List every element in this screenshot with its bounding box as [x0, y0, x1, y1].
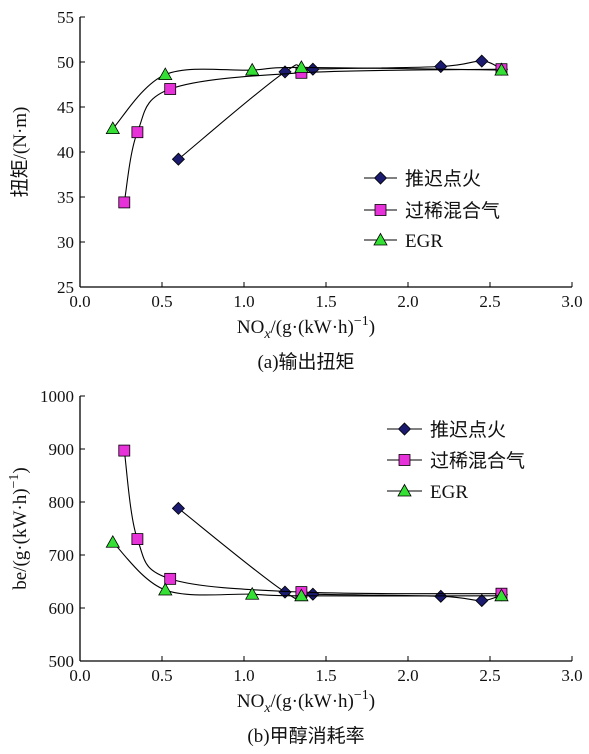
- series-line: [178, 60, 502, 160]
- legend-marker: [397, 483, 412, 497]
- data-point: [294, 60, 309, 73]
- legend-marker: [398, 454, 411, 466]
- y-tick-label: 55: [57, 8, 74, 27]
- legend-label: 推迟点火: [430, 419, 506, 441]
- data-point: [131, 126, 144, 139]
- x-tick-label: 0.0: [69, 666, 90, 685]
- x-axis-label: NOx/(g·(kW·h)−1): [237, 688, 375, 716]
- figure-caption: (b)甲醇消耗率: [247, 725, 364, 747]
- series-diamond: [171, 501, 509, 608]
- x-tick-label: 0.5: [151, 666, 172, 685]
- data-point: [245, 586, 260, 600]
- data-point: [171, 152, 185, 166]
- legend-marker: [373, 232, 388, 246]
- legend-marker: [374, 204, 387, 216]
- x-tick-label: 1.0: [233, 666, 254, 685]
- legend-marker: [397, 422, 412, 436]
- legend-label: EGR: [430, 482, 468, 503]
- series-triangle: [105, 534, 509, 602]
- data-point: [118, 196, 131, 209]
- y-axis-label: 扭矩/(N·m): [9, 107, 31, 198]
- x-tick-label: 2.5: [479, 292, 500, 311]
- data-point: [105, 121, 120, 135]
- series-line: [112, 541, 502, 597]
- data-point: [164, 83, 177, 95]
- data-point: [278, 65, 292, 79]
- y-tick-label: 45: [57, 98, 74, 117]
- data-point: [306, 587, 320, 601]
- data-point: [306, 62, 320, 76]
- data-point: [105, 534, 120, 548]
- x-tick-label: 1.5: [315, 292, 336, 311]
- series-triangle: [105, 60, 509, 135]
- x-tick-label: 2.5: [479, 666, 500, 685]
- y-tick-label: 40: [57, 143, 74, 162]
- data-point: [245, 62, 260, 76]
- y-tick-label: 50: [57, 53, 74, 72]
- y-tick-label: 500: [49, 652, 75, 671]
- legend-label: 推迟点火: [405, 168, 481, 190]
- y-tick-label: 900: [49, 440, 75, 459]
- series-line: [123, 450, 502, 595]
- y-axis-label: be/(g·(kW·h)−1): [7, 467, 31, 590]
- figure-caption: (a)输出扭矩: [257, 351, 354, 373]
- x-tick-label: 1.0: [233, 292, 254, 311]
- y-tick-label: 800: [49, 493, 75, 512]
- data-point: [171, 501, 185, 515]
- x-tick-label: 0.0: [69, 292, 90, 311]
- legend-marker: [373, 171, 388, 185]
- legend-label: 过稀混合气: [405, 200, 500, 222]
- data-point: [494, 588, 509, 602]
- chart-panel-b: 0.0 0.5 1.0 1.5 2.0 2.5 3.0 500 600 700 800 900 1000…: [7, 387, 583, 747]
- y-tick-label: 700: [49, 546, 75, 565]
- y-tick-label: 30: [57, 233, 74, 252]
- legend-label: 过稀混合气: [430, 450, 525, 472]
- chart-panel-a: 0.0 0.5 1.0 1.5 2.0 2.5 3.0 25 30 35 40 45 50 55 NOx/(…: [9, 8, 583, 373]
- x-tick-label: 2.0: [397, 292, 418, 311]
- data-point: [164, 572, 177, 585]
- x-tick-label: 3.0: [561, 666, 582, 685]
- legend-label: EGR: [405, 231, 443, 252]
- series-line: [178, 507, 502, 602]
- y-tick-label: 600: [49, 599, 75, 618]
- x-tick-label: 0.5: [151, 292, 172, 311]
- data-point: [131, 533, 144, 545]
- data-point: [494, 62, 509, 76]
- y-tick-label: 1000: [40, 387, 74, 406]
- x-axis-label: NOx/(g·(kW·h)−1): [237, 314, 375, 342]
- data-point: [475, 54, 489, 68]
- x-tick-label: 3.0: [561, 292, 582, 311]
- data-point: [434, 59, 448, 74]
- x-tick-label: 1.5: [315, 666, 336, 685]
- y-tick-label: 35: [57, 188, 74, 207]
- data-point: [118, 444, 131, 457]
- data-point: [158, 67, 173, 80]
- data-point: [158, 582, 173, 596]
- series-line: [123, 68, 502, 203]
- x-tick-label: 2.0: [397, 666, 418, 685]
- data-point: [475, 594, 489, 608]
- data-point: [294, 588, 309, 602]
- y-tick-label: 25: [57, 278, 74, 297]
- series-line: [112, 66, 502, 129]
